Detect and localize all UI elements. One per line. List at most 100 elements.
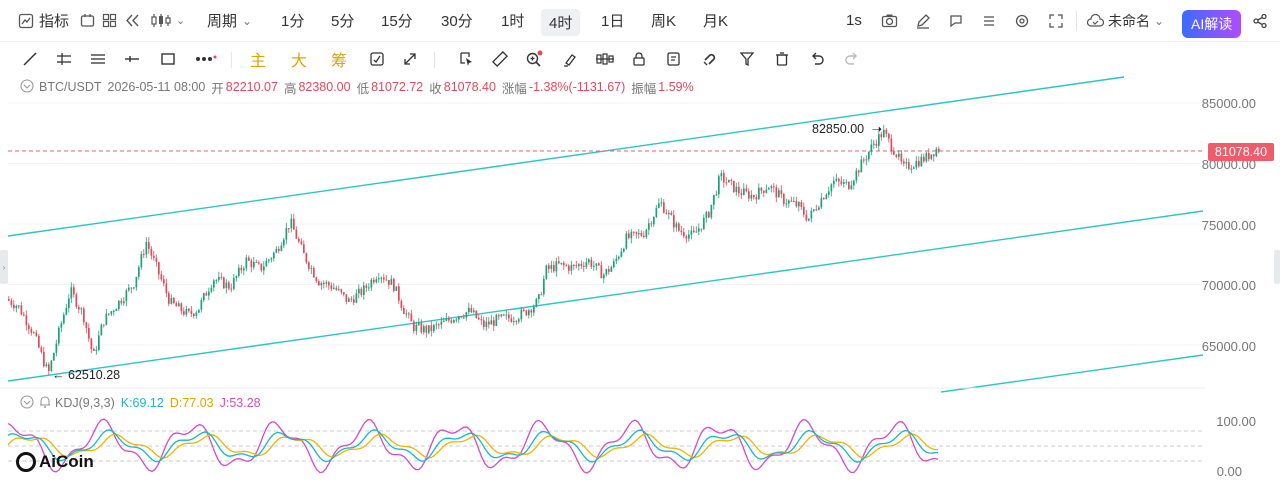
period-label: 周期: [207, 13, 238, 30]
period-month[interactable]: 月K: [703, 0, 728, 42]
candle-body: [810, 210, 813, 219]
candle-body: [718, 176, 720, 195]
candle-body: [330, 285, 333, 289]
period-15m[interactable]: 15分: [381, 0, 413, 42]
candle-body: [475, 310, 478, 319]
sync-icon[interactable]: [367, 48, 387, 70]
candle-body: [98, 335, 100, 350]
magnet-cross-icon[interactable]: [400, 48, 420, 70]
share-icon[interactable]: [1252, 13, 1268, 29]
magnet-icon[interactable]: [700, 48, 720, 70]
ai-analysis-button[interactable]: AI解读: [1182, 10, 1242, 38]
open-value: 82210.07: [225, 80, 278, 94]
candle-body: [43, 351, 45, 367]
share-window-icon[interactable]: [948, 13, 964, 29]
chart-name-dropdown[interactable]: 未命名 ⌄: [1087, 0, 1164, 42]
fullscreen-icon[interactable]: [1048, 13, 1064, 29]
main-force-tool[interactable]: 主: [249, 53, 266, 70]
large-order-tool[interactable]: 大: [290, 53, 307, 70]
candle-body: [240, 267, 243, 271]
candle-body: [643, 235, 645, 238]
trash-icon[interactable]: [772, 48, 792, 70]
candle-body: [405, 313, 408, 315]
template-icon[interactable]: [80, 13, 95, 28]
period-label: 1分: [281, 13, 305, 30]
trend-line-icon[interactable]: [20, 48, 40, 70]
candle-body: [788, 200, 790, 204]
period-4h[interactable]: 4时: [541, 9, 581, 36]
candle-body: [403, 308, 405, 315]
ruler-icon[interactable]: [490, 48, 510, 70]
candle-body: [140, 254, 143, 268]
bell-icon[interactable]: [38, 395, 52, 412]
candle-body: [320, 283, 323, 286]
indicator-label: 指标: [39, 13, 70, 30]
candle-body: [908, 162, 910, 170]
candle-body: [755, 197, 758, 200]
list-icon[interactable]: [981, 13, 997, 29]
candle-body: [885, 129, 888, 134]
layout-grid-icon[interactable]: [102, 13, 117, 28]
period-5m[interactable]: 5分: [331, 0, 354, 42]
edit-note-icon[interactable]: [664, 48, 684, 70]
low-value: 81072.72: [371, 80, 424, 94]
brush-icon[interactable]: [560, 48, 580, 70]
period-1d[interactable]: 1日: [601, 0, 624, 42]
channel-lower-line: [940, 354, 1204, 393]
candle-body: [398, 286, 400, 301]
change-value: -1.38%(-1131.67): [528, 80, 626, 94]
more-tools-icon[interactable]: [193, 48, 219, 70]
horizontal-ray-icon[interactable]: [122, 48, 142, 70]
candle-body: [200, 300, 203, 310]
eye-icon[interactable]: [20, 394, 34, 412]
candle-body: [335, 287, 338, 290]
period-dropdown[interactable]: 周期 ⌄: [207, 0, 252, 42]
period-week[interactable]: 周K: [651, 0, 676, 42]
candle-body: [595, 263, 598, 266]
compare-icon[interactable]: [124, 13, 142, 28]
indicator-button[interactable]: 指标: [18, 0, 69, 42]
candle-body: [245, 257, 248, 269]
right-panel-handle[interactable]: [1274, 250, 1280, 284]
lock-icon[interactable]: [629, 48, 649, 70]
period-1m[interactable]: 1分: [281, 0, 304, 42]
filter-icon[interactable]: [737, 48, 757, 70]
candle-body: [873, 143, 875, 145]
candle-body: [110, 311, 113, 315]
chart-type-candle-icon[interactable]: ⌄: [150, 13, 185, 28]
candle-body: [40, 347, 43, 352]
settings-icon[interactable]: [1014, 13, 1030, 29]
interval-1s-button[interactable]: 1s: [846, 0, 862, 42]
zoom-icon[interactable]: [524, 48, 544, 70]
ai-button-label: AI解读: [1191, 16, 1233, 32]
candle-body: [450, 320, 453, 323]
candle-body: [50, 360, 53, 371]
high-label: 高: [283, 81, 297, 96]
chip-distribution-tool[interactable]: 筹: [330, 53, 347, 70]
candle-body: [260, 263, 263, 271]
pen-icon[interactable]: [915, 13, 931, 29]
undo-icon[interactable]: [807, 48, 827, 70]
camera-icon[interactable]: [881, 13, 898, 28]
candle-body: [83, 308, 85, 323]
candle-body: [65, 307, 68, 315]
rectangle-icon[interactable]: [158, 48, 178, 70]
candle-body: [295, 229, 298, 239]
select-icon[interactable]: [456, 48, 476, 70]
candle-body: [858, 170, 860, 173]
candle-body: [55, 343, 58, 353]
redo-icon[interactable]: [842, 48, 862, 70]
period-1h[interactable]: 1时: [501, 0, 524, 42]
candle-body: [663, 202, 665, 213]
horizontal-lines-icon[interactable]: [88, 48, 108, 70]
left-panel-handle[interactable]: ›: [0, 250, 8, 284]
period-30m[interactable]: 30分: [441, 0, 473, 42]
candle-tool-icon[interactable]: [594, 48, 616, 70]
candle-body: [353, 299, 355, 303]
candle-body: [113, 311, 115, 313]
parallel-line-icon[interactable]: [54, 48, 74, 70]
candle-body: [203, 293, 205, 301]
eye-icon[interactable]: [20, 78, 34, 96]
candle-body: [905, 162, 908, 164]
